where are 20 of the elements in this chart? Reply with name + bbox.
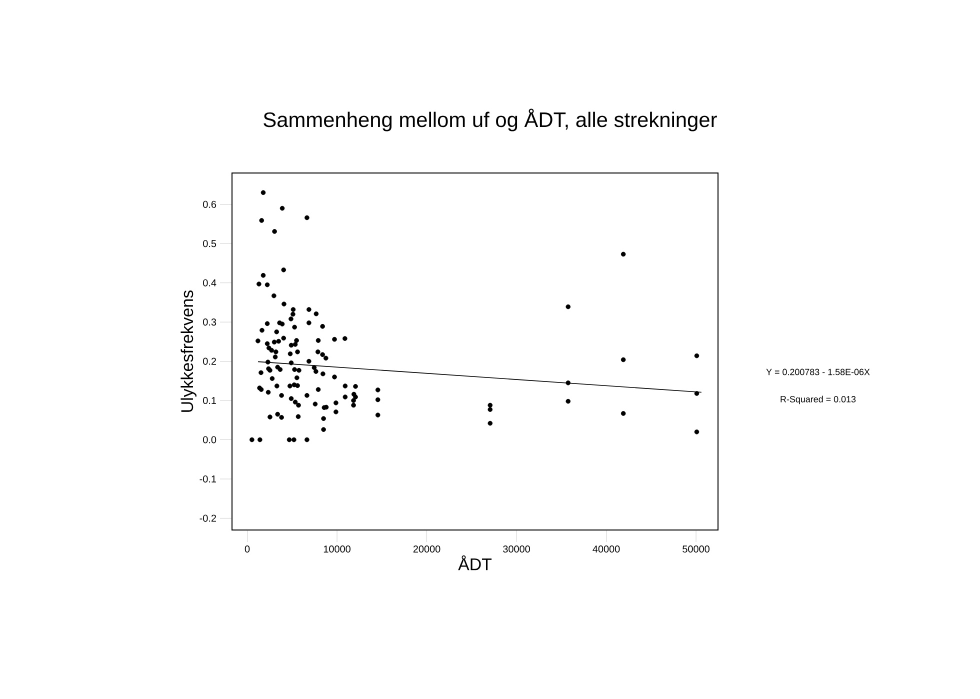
y-tick-label: 0.1	[203, 397, 216, 404]
y-tick-label: 0.4	[203, 279, 216, 286]
y-tick-label: 0.2	[203, 358, 216, 365]
x-tick-label: 10000	[324, 546, 350, 553]
y-tick-label: 0.0	[203, 436, 216, 444]
x-tick-label: 20000	[413, 546, 440, 553]
x-tick-label: 40000	[592, 546, 620, 553]
x-axis-title: ÅDT	[458, 555, 492, 570]
y-tick-label: 0.3	[203, 318, 216, 326]
y-tick-label: 0.5	[203, 240, 216, 248]
x-tick-label: 50000	[682, 546, 710, 553]
chart-title: Sammenheng mellom uf og ÅDT, alle strekninger	[264, 108, 717, 132]
y-tick-label: 0.6	[203, 200, 216, 208]
text: Y = 0.200783 - 1.58E-06X	[766, 368, 870, 376]
y-tick-label: -0.1	[200, 475, 216, 483]
text: R-Squared = 0.013	[780, 396, 856, 404]
x-tick-label: 30000	[503, 546, 530, 553]
y-axis-title: Ulykkesfrekvens	[180, 290, 196, 412]
x-tick-label: 0	[244, 546, 250, 553]
y-tick-label: -0.2	[200, 514, 216, 522]
